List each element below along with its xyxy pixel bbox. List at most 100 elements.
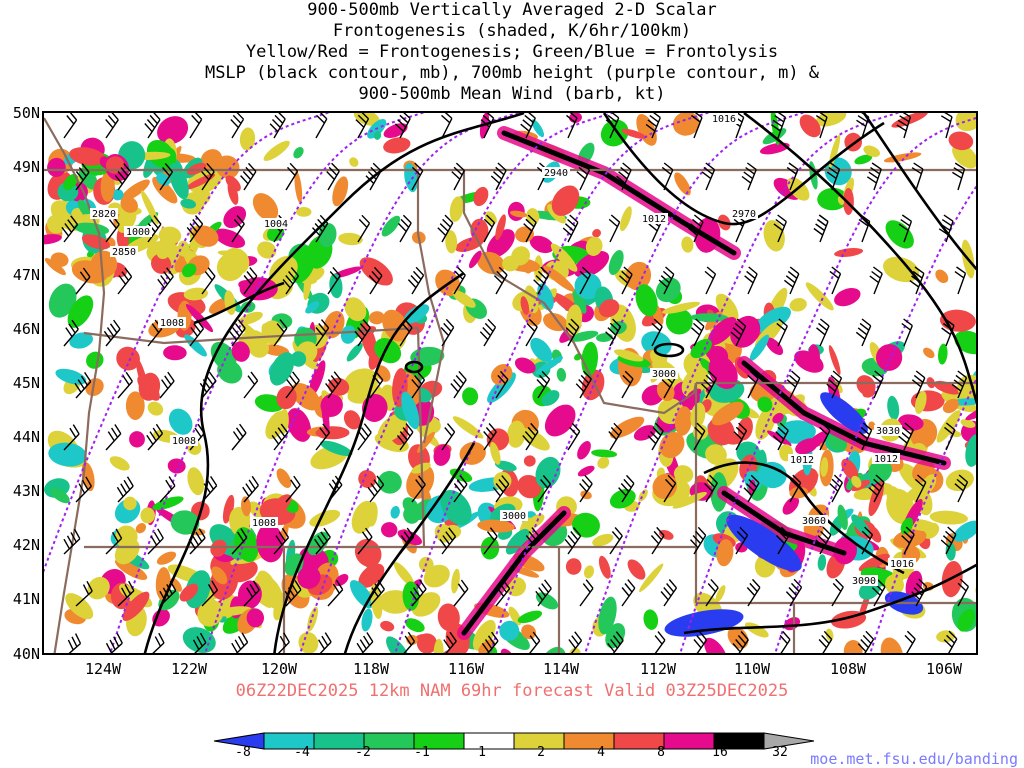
wind-barb xyxy=(911,370,926,399)
wind-barb xyxy=(443,631,457,653)
wind-barb xyxy=(704,474,718,503)
shading-cell xyxy=(195,188,211,204)
shading-cell xyxy=(707,316,737,346)
shading-cell xyxy=(975,575,976,599)
shading-cell xyxy=(211,566,228,585)
shading-cell xyxy=(261,323,269,333)
shading-cell xyxy=(854,154,873,165)
shading-cell xyxy=(716,539,734,567)
shading-cell xyxy=(329,273,343,299)
mslp-label: 1012 xyxy=(790,455,814,466)
shading-cell xyxy=(551,185,580,216)
wind-barb xyxy=(898,422,914,451)
shading-cell xyxy=(295,206,312,217)
colorbar xyxy=(213,732,815,750)
wind-barb xyxy=(579,579,594,607)
wind-barb xyxy=(941,318,955,347)
shading-cell xyxy=(390,505,400,519)
wind-barb xyxy=(914,474,927,503)
shading-cell xyxy=(523,455,536,467)
shading-cell xyxy=(308,360,326,397)
wind-barb xyxy=(608,422,623,451)
wind-barb xyxy=(741,162,757,191)
shading-cell xyxy=(627,559,646,580)
wind-barb xyxy=(826,370,843,399)
shading-cell xyxy=(596,333,613,342)
wind-barb xyxy=(701,370,718,399)
height-label: 2850 xyxy=(112,247,136,258)
label-bg xyxy=(800,515,828,526)
mslp-label: 1008 xyxy=(252,518,276,529)
lon-label: 106W xyxy=(925,660,963,678)
wind-barb xyxy=(189,319,205,347)
wind-barb xyxy=(705,578,719,607)
shading-cell xyxy=(609,489,636,509)
wind-barb xyxy=(230,113,245,139)
shading-cell xyxy=(81,234,110,250)
wind-barb xyxy=(651,318,663,347)
wind-barb xyxy=(911,162,924,191)
shading-cell xyxy=(462,387,479,406)
wind-barb xyxy=(231,528,248,555)
shading-cell xyxy=(315,426,350,440)
shading-cell xyxy=(135,523,147,534)
shading-cell xyxy=(952,143,976,169)
shading-cell xyxy=(868,525,882,543)
shading-cell xyxy=(377,470,402,494)
shading-cell xyxy=(433,638,444,653)
shading-cell xyxy=(502,255,519,272)
shading-cell xyxy=(168,408,193,435)
shading-cell xyxy=(936,410,961,443)
wind-barb xyxy=(189,113,203,139)
credit-link[interactable]: moe.met.fsu.edu/banding xyxy=(810,750,1018,768)
shading-cell xyxy=(320,440,353,457)
shading-cell xyxy=(834,248,864,257)
wind-barb xyxy=(105,424,122,451)
height-label: 3060 xyxy=(802,516,826,527)
label-bg xyxy=(888,558,916,569)
shading-cell xyxy=(123,496,137,511)
shading-cell xyxy=(858,553,890,572)
shading-cell xyxy=(572,288,587,314)
shading-cell xyxy=(351,500,375,534)
shading-cell xyxy=(897,414,924,431)
wind-barb xyxy=(523,214,537,243)
shading-cell xyxy=(767,430,792,447)
shading-cell xyxy=(203,618,216,627)
wind-barb xyxy=(201,476,218,503)
label-bg xyxy=(710,113,738,124)
shading-cell xyxy=(948,131,974,151)
label-bg xyxy=(874,425,902,436)
shading-cell xyxy=(383,137,411,154)
mslp-label: 1012 xyxy=(874,454,898,465)
shading-cell xyxy=(544,404,576,437)
shading-cell xyxy=(184,334,207,357)
shading-cell xyxy=(672,491,707,509)
shading-cell xyxy=(757,396,773,413)
shading-cell xyxy=(633,425,657,441)
mslp-contour xyxy=(273,271,465,653)
shading-cell xyxy=(73,222,110,235)
shading-cell xyxy=(727,626,749,649)
mslp-contour xyxy=(602,113,885,226)
wind-barb xyxy=(409,579,427,607)
mslp-contour xyxy=(862,113,976,271)
shading-cell xyxy=(239,127,256,151)
shading-cell xyxy=(715,585,726,603)
wind-barb xyxy=(730,318,747,347)
wind-barb xyxy=(357,423,372,451)
wind-barb xyxy=(619,266,633,295)
wind-barb xyxy=(231,215,245,243)
shading-cell xyxy=(772,412,784,424)
wind-barb xyxy=(437,214,454,243)
shading-cell xyxy=(759,142,790,155)
colorbar-label: 8 xyxy=(657,745,665,760)
mslp-label: 1016 xyxy=(712,114,736,125)
shading-cell xyxy=(332,176,349,207)
lat-label: 47N xyxy=(12,266,40,284)
shading-cell xyxy=(655,277,681,303)
shading-cell xyxy=(935,269,949,284)
wind-barb xyxy=(861,526,874,555)
shading-cell xyxy=(405,618,425,633)
wind-barb xyxy=(868,474,885,503)
